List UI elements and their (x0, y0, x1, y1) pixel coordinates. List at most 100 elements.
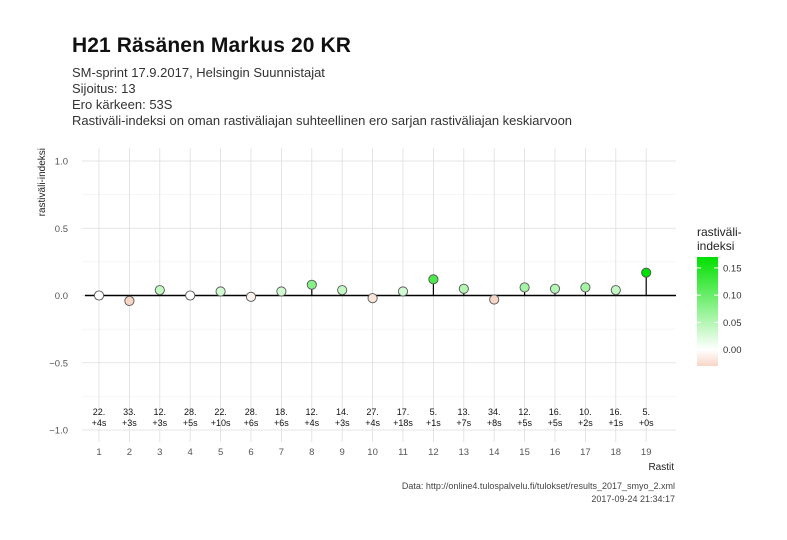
placement-label: 16. (549, 407, 562, 417)
legend-title-line1: rastiväli- (697, 225, 742, 239)
x-tick-label: 3 (157, 447, 162, 458)
time-diff-label: +10s (211, 418, 231, 428)
subtitle-placement: Sijoitus: 13 (72, 81, 136, 96)
x-tick-label: 6 (248, 447, 253, 458)
chart-title: H21 Räsänen Markus 20 KR (72, 34, 352, 57)
placement-label: 5. (642, 407, 650, 417)
placement-label: 12. (154, 407, 167, 417)
time-diff-label: +5s (548, 418, 563, 428)
data-point (458, 283, 469, 294)
placement-label: 12. (306, 407, 319, 417)
label-layer: 22.+4s33.+3s12.+3s28.+5s22.+10s28.+6s18.… (92, 407, 654, 428)
data-point (489, 294, 500, 305)
y-tick-label: −0.5 (49, 358, 68, 369)
y-axis-title: rastiväli-indeksi (37, 148, 48, 216)
axis-layer: 1.00.50.0−0.5−1.01 2 3 4 5 6 7 8 9 10 11 12 13 14 15 16… (37, 148, 676, 473)
placement-label: 22. (93, 407, 106, 417)
placement-label: 10. (579, 407, 592, 417)
time-diff-label: +5s (183, 418, 198, 428)
data-point (367, 293, 378, 304)
data-point (154, 285, 165, 296)
legend-layer: 0.15 0.10 0.05 0.00 (697, 257, 742, 366)
data-point (397, 286, 409, 297)
time-diff-label: +4s (304, 418, 319, 428)
placement-label: 13. (458, 407, 471, 417)
data-point (519, 282, 530, 293)
subtitle-description: Rastiväli-indeksi on oman rastiväliajan … (72, 113, 573, 128)
data-point (641, 267, 652, 278)
placement-label: 34. (488, 407, 501, 417)
x-tick-label: 15 (519, 447, 530, 458)
time-diff-label: +6s (274, 418, 289, 428)
time-diff-label: +3s (122, 418, 137, 428)
x-tick-label: 13 (459, 447, 470, 458)
legend-tick-label: 0.10 (723, 291, 742, 302)
subtitle-race: SM-sprint 17.9.2017, Helsingin Suunnista… (72, 65, 325, 80)
time-diff-label: +3s (152, 418, 167, 428)
subtitle-gap: Ero kärkeen: 53S (72, 97, 173, 112)
data-point (124, 295, 135, 306)
time-diff-label: +2s (578, 418, 593, 428)
x-tick-label: 19 (641, 447, 652, 458)
placement-label: 16. (610, 407, 623, 417)
legend-title-line2: indeksi (697, 239, 735, 253)
placement-label: 33. (123, 407, 136, 417)
legend-colorbar (697, 257, 718, 366)
x-tick-label: 7 (279, 447, 284, 458)
x-tick-label: 4 (188, 447, 193, 458)
data-point (93, 290, 105, 301)
time-diff-label: +1s (426, 418, 441, 428)
time-diff-label: +4s (92, 418, 107, 428)
y-tick-label: 1.0 (55, 157, 68, 168)
x-tick-label: 5 (218, 447, 223, 458)
data-point (337, 285, 348, 296)
x-tick-label: 18 (611, 447, 622, 458)
time-diff-label: +0s (639, 418, 654, 428)
x-tick-label: 8 (309, 447, 314, 458)
legend-tick-label: 0.15 (723, 263, 742, 274)
data-point (610, 285, 621, 296)
point-layer (93, 267, 652, 306)
x-tick-label: 17 (580, 447, 591, 458)
time-diff-label: +18s (393, 418, 413, 428)
caption-source: Data: http://online4.tulospalvelu.fi/tul… (401, 481, 675, 491)
placement-label: 17. (397, 407, 410, 417)
y-tick-label: 0.0 (55, 291, 68, 302)
x-tick-label: 16 (550, 447, 561, 458)
x-axis-title: Rastit (648, 462, 674, 473)
placement-label: 14. (336, 407, 349, 417)
data-point (276, 286, 287, 297)
y-tick-label: −1.0 (49, 426, 68, 437)
data-point (215, 286, 226, 297)
x-tick-label: 1 (96, 447, 101, 458)
data-point (549, 283, 561, 294)
x-tick-label: 10 (367, 447, 378, 458)
legend-tick-label: 0.00 (723, 345, 742, 356)
caption-timestamp: 2017-09-24 21:34:17 (591, 494, 675, 504)
data-point (580, 282, 591, 293)
placement-label: 27. (366, 407, 379, 417)
placement-label: 22. (214, 407, 227, 417)
x-tick-label: 2 (127, 447, 132, 458)
placement-label: 18. (275, 407, 288, 417)
x-tick-label: 12 (428, 447, 439, 458)
time-diff-label: +3s (335, 418, 350, 428)
data-point (245, 291, 257, 302)
x-tick-label: 9 (340, 447, 345, 458)
placement-label: 28. (245, 407, 258, 417)
time-diff-label: +8s (487, 418, 502, 428)
time-diff-label: +4s (365, 418, 380, 428)
data-point (306, 279, 317, 290)
legend-tick-label: 0.05 (723, 318, 742, 329)
legend-title: rastiväli- indeksi (697, 225, 777, 253)
data-point (185, 290, 196, 301)
time-diff-label: +1s (608, 418, 623, 428)
time-diff-label: +6s (244, 418, 259, 428)
placement-label: 12. (518, 407, 531, 417)
data-point (428, 274, 439, 285)
y-tick-label: 0.5 (55, 224, 68, 235)
time-diff-label: +7s (456, 418, 471, 428)
placement-label: 28. (184, 407, 197, 417)
x-tick-label: 14 (489, 447, 500, 458)
